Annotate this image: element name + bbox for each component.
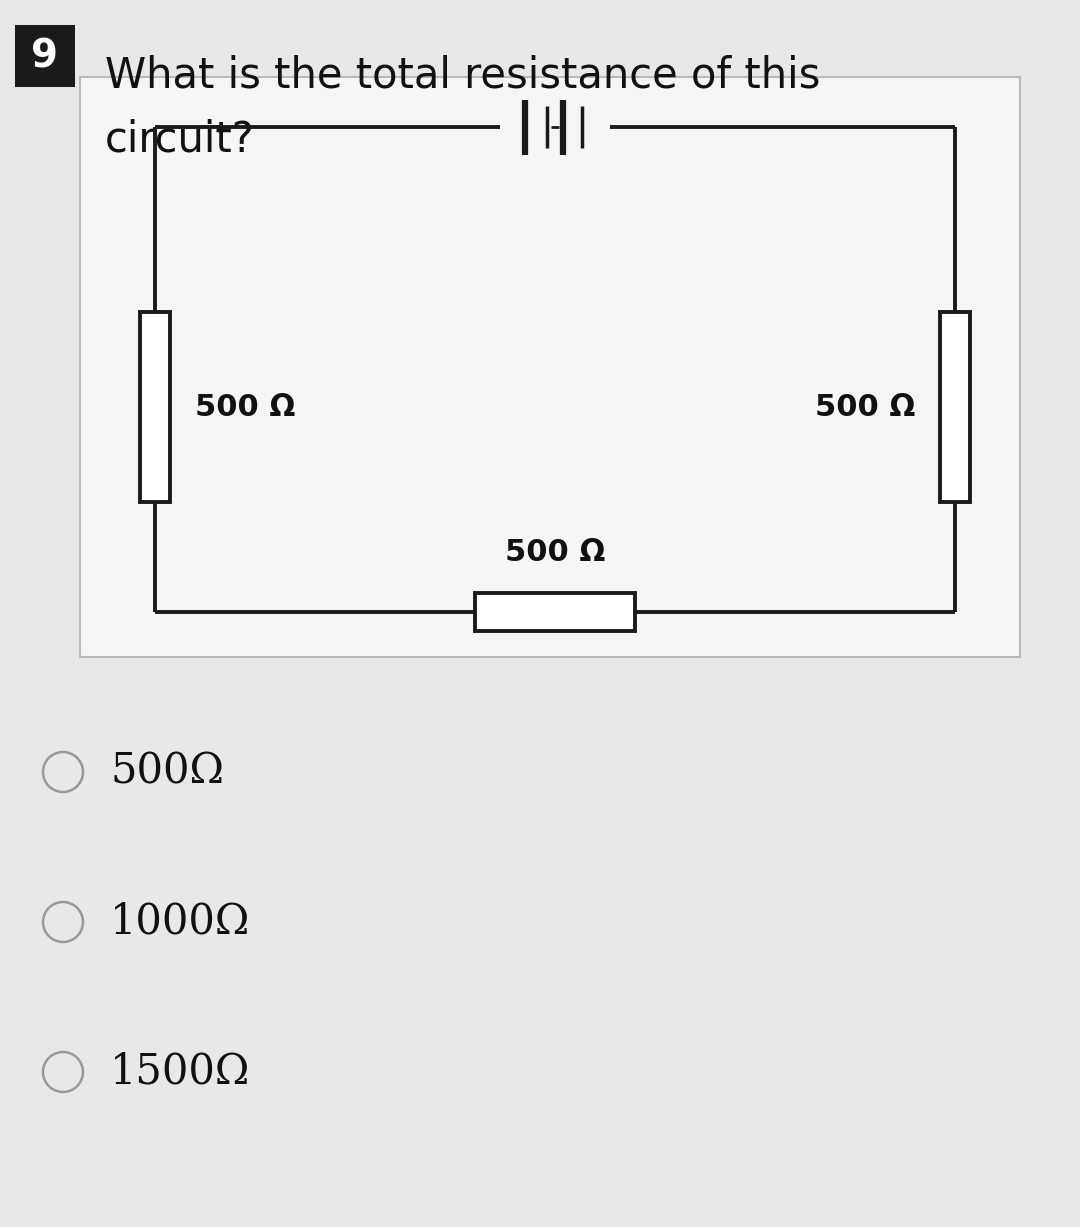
Text: 1000Ω: 1000Ω [110, 901, 251, 944]
FancyBboxPatch shape [80, 77, 1020, 656]
Bar [940, 312, 970, 502]
Text: 9: 9 [31, 37, 58, 75]
Text: What is the total resistance of this: What is the total resistance of this [105, 55, 821, 97]
Bar [475, 593, 635, 631]
FancyBboxPatch shape [15, 25, 75, 87]
Text: 500 Ω: 500 Ω [195, 393, 295, 422]
Text: 500 Ω: 500 Ω [814, 393, 915, 422]
Text: 1500Ω: 1500Ω [110, 1052, 251, 1093]
Text: 500 Ω: 500 Ω [504, 537, 605, 567]
Bar [140, 312, 170, 502]
Text: 500Ω: 500Ω [110, 751, 224, 793]
Text: circuit?: circuit? [105, 119, 255, 161]
